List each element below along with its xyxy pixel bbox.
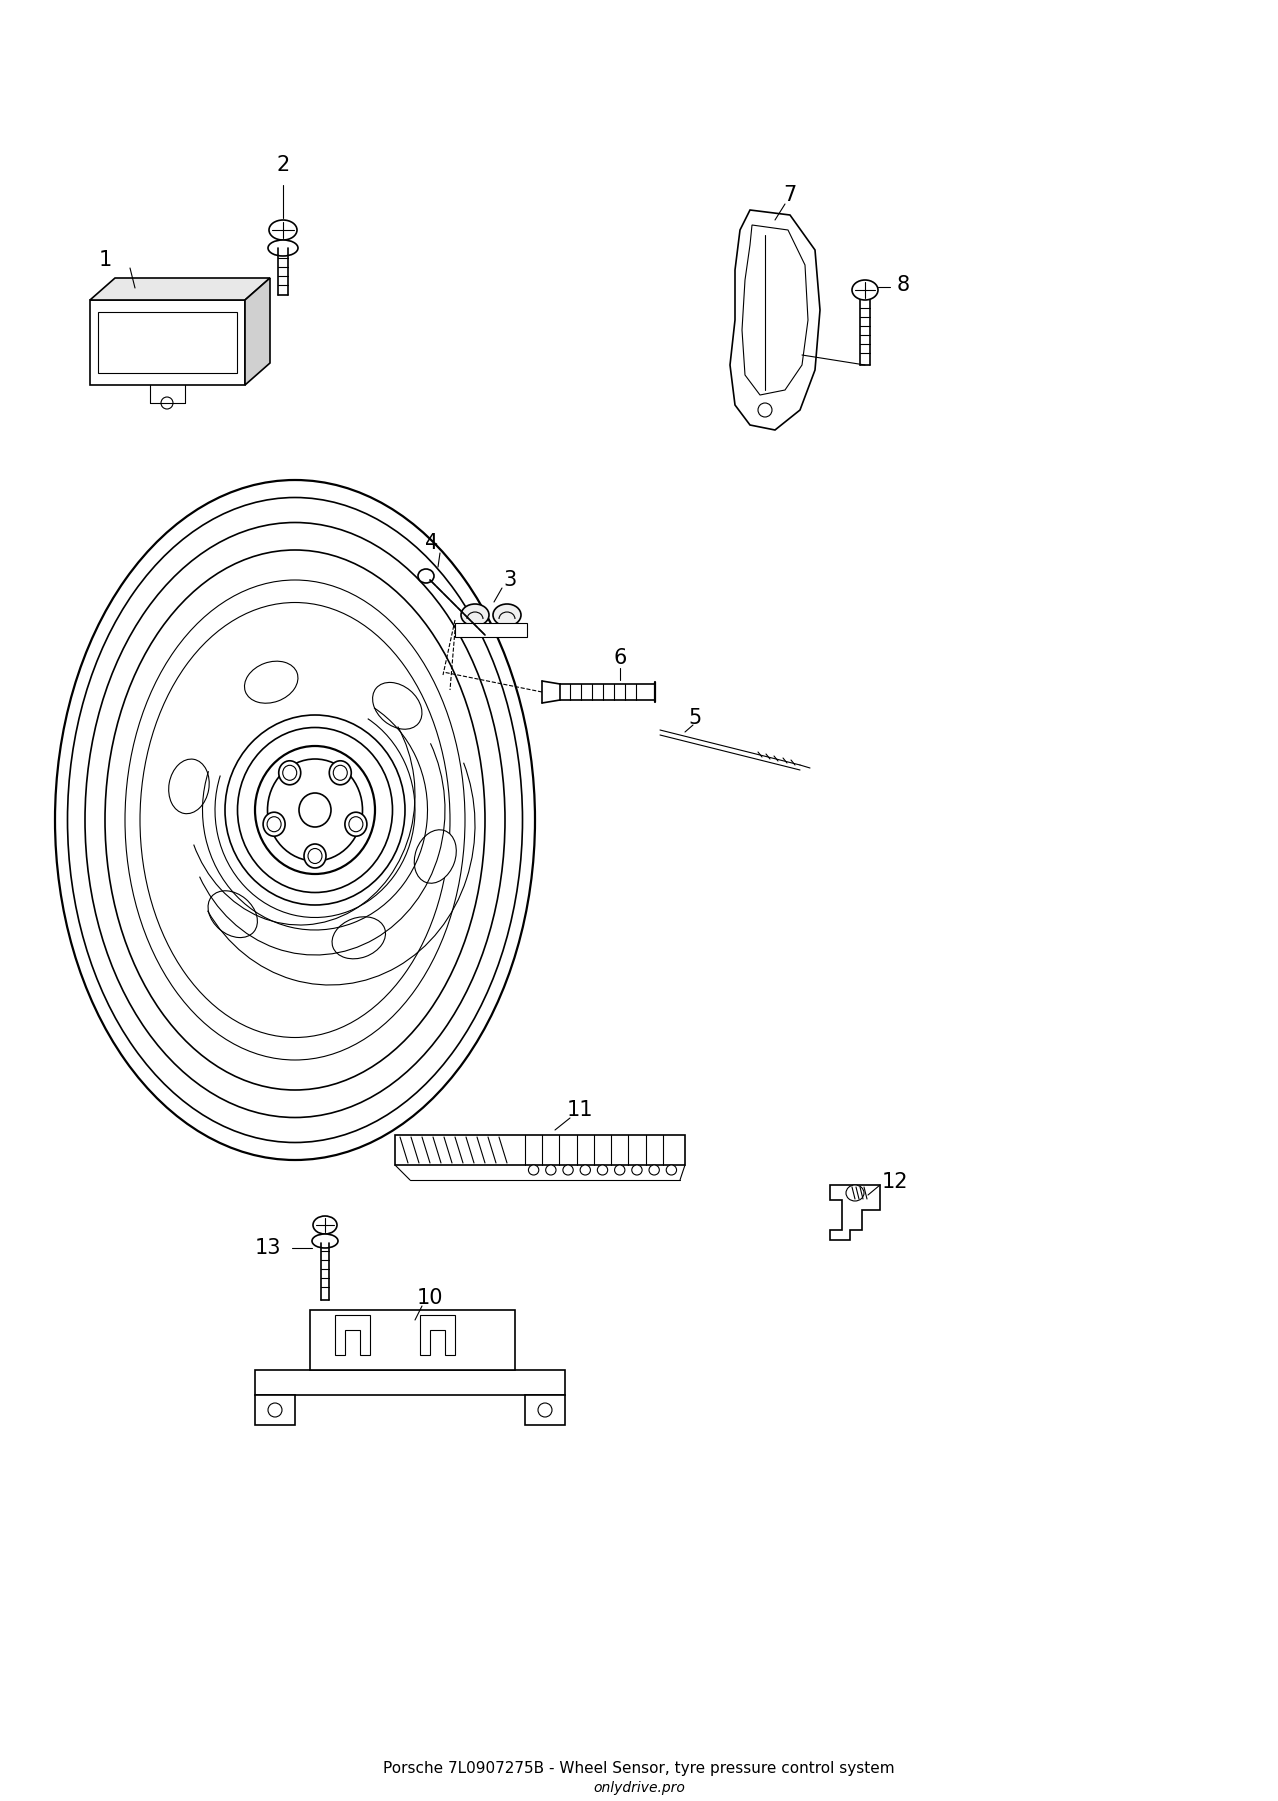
Polygon shape [335,1315,371,1354]
Ellipse shape [268,220,296,240]
Ellipse shape [493,603,521,627]
Ellipse shape [418,569,435,584]
Ellipse shape [332,917,386,958]
Ellipse shape [330,760,351,785]
Text: 10: 10 [417,1288,443,1308]
Text: 8: 8 [896,276,910,295]
Ellipse shape [373,683,422,729]
Ellipse shape [649,1165,659,1174]
Ellipse shape [758,403,772,418]
Ellipse shape [631,1165,642,1174]
Polygon shape [311,1309,515,1371]
Ellipse shape [208,891,257,938]
Ellipse shape [538,1403,552,1417]
Ellipse shape [461,603,489,627]
Ellipse shape [279,760,300,785]
Text: 6: 6 [613,648,626,668]
Ellipse shape [345,812,367,836]
Polygon shape [420,1315,455,1354]
Text: 12: 12 [882,1172,909,1192]
Polygon shape [89,301,245,385]
Ellipse shape [580,1165,590,1174]
Polygon shape [829,1185,881,1241]
Ellipse shape [268,240,298,256]
Polygon shape [730,211,820,430]
Text: 1: 1 [98,250,111,270]
Ellipse shape [846,1185,864,1201]
Ellipse shape [597,1165,607,1174]
Ellipse shape [304,845,326,868]
Ellipse shape [615,1165,625,1174]
Ellipse shape [161,396,173,409]
Ellipse shape [268,1403,282,1417]
Text: Porsche 7L0907275B - Wheel Sensor, tyre pressure control system: Porsche 7L0907275B - Wheel Sensor, tyre … [383,1761,895,1776]
Text: 11: 11 [566,1100,593,1120]
Ellipse shape [546,1165,556,1174]
Ellipse shape [312,1234,337,1248]
Ellipse shape [313,1216,337,1234]
Ellipse shape [852,279,878,301]
Polygon shape [525,1396,565,1425]
Polygon shape [245,277,270,385]
Ellipse shape [414,830,456,882]
Ellipse shape [263,812,285,836]
Ellipse shape [528,1165,539,1174]
Text: 5: 5 [689,708,702,728]
Text: onlydrive.pro: onlydrive.pro [593,1781,685,1796]
Text: 3: 3 [504,569,516,591]
Polygon shape [256,1396,295,1425]
Ellipse shape [244,661,298,702]
Polygon shape [89,277,270,301]
Polygon shape [256,1371,565,1396]
Polygon shape [395,1135,685,1165]
Text: 2: 2 [276,155,290,175]
Text: 13: 13 [254,1237,281,1259]
Ellipse shape [562,1165,574,1174]
Text: 4: 4 [426,533,438,553]
Ellipse shape [169,758,210,814]
Polygon shape [455,623,527,638]
Text: 7: 7 [783,186,796,205]
Ellipse shape [666,1165,676,1174]
